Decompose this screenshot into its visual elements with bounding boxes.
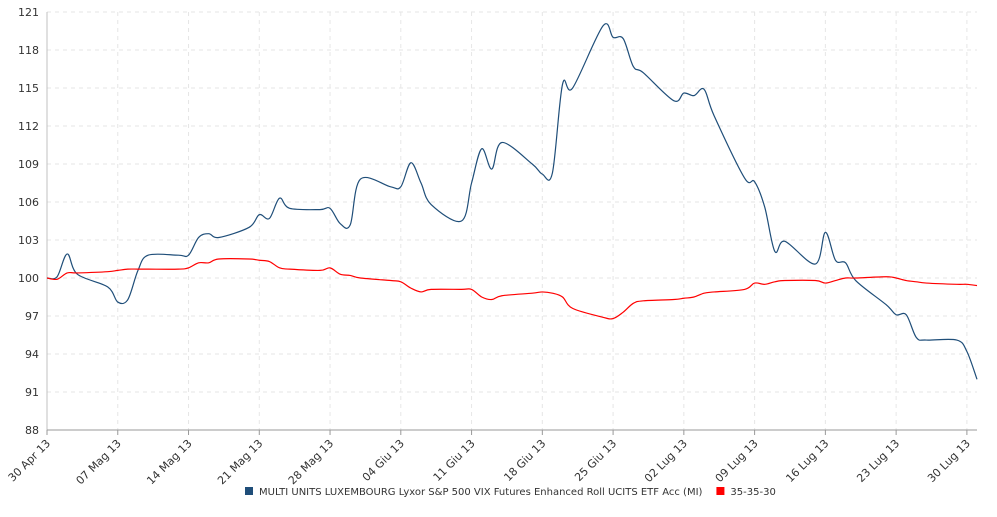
series-line-etf bbox=[46, 23, 978, 380]
y-tick-label: 109 bbox=[18, 158, 39, 171]
y-tick-label: 115 bbox=[18, 82, 39, 95]
x-axis-ticks: 30 Apr 13 07 Mag 13 14 Mag 13 21 Mag 13 28 M… bbox=[6, 430, 973, 487]
legend-swatch bbox=[716, 487, 725, 495]
y-axis-ticks: 88 91 94 97 100 103 106 109 112 115 118 121 bbox=[18, 6, 39, 437]
x-tick-label: 02 Lug 13 bbox=[642, 437, 690, 485]
grid bbox=[47, 11, 977, 430]
y-tick-label: 91 bbox=[25, 386, 39, 399]
y-tick-label: 94 bbox=[25, 348, 39, 361]
y-tick-label: 106 bbox=[18, 196, 39, 209]
legend-swatch bbox=[245, 487, 253, 495]
y-tick-label: 103 bbox=[18, 234, 39, 247]
series-line-35-35-30 bbox=[46, 258, 978, 320]
x-tick-label: 30 Lug 13 bbox=[925, 437, 973, 485]
y-tick-label: 97 bbox=[25, 310, 39, 323]
y-tick-label: 118 bbox=[18, 44, 39, 57]
x-tick-label: 16 Lug 13 bbox=[783, 437, 831, 485]
series-lines bbox=[46, 23, 978, 380]
x-tick-label: 14 Mag 13 bbox=[144, 437, 194, 487]
legend: MULTI UNITS LUXEMBOURG Lyxor S&P 500 VIX… bbox=[245, 487, 776, 498]
x-tick-label: 25 Giu 13 bbox=[572, 437, 619, 484]
legend-label: MULTI UNITS LUXEMBOURG Lyxor S&P 500 VIX… bbox=[259, 487, 703, 498]
y-tick-label: 100 bbox=[18, 272, 39, 285]
x-tick-label: 28 Mag 13 bbox=[286, 437, 336, 487]
y-tick-label: 121 bbox=[18, 6, 39, 19]
x-tick-label: 23 Lug 13 bbox=[854, 437, 902, 485]
x-tick-label: 21 Mag 13 bbox=[215, 437, 265, 487]
x-tick-label: 07 Mag 13 bbox=[74, 437, 124, 487]
x-tick-label: 11 Giu 13 bbox=[431, 437, 478, 484]
y-tick-label: 88 bbox=[25, 424, 39, 437]
axes bbox=[46, 12, 977, 431]
x-tick-label: 04 Giu 13 bbox=[360, 437, 407, 484]
x-tick-label: 18 Giu 13 bbox=[501, 437, 548, 484]
legend-label: 35-35-30 bbox=[730, 487, 775, 498]
y-tick-label: 112 bbox=[18, 120, 39, 133]
x-tick-label: 30 Apr 13 bbox=[6, 437, 53, 484]
x-tick-label: 09 Lug 13 bbox=[713, 437, 761, 485]
